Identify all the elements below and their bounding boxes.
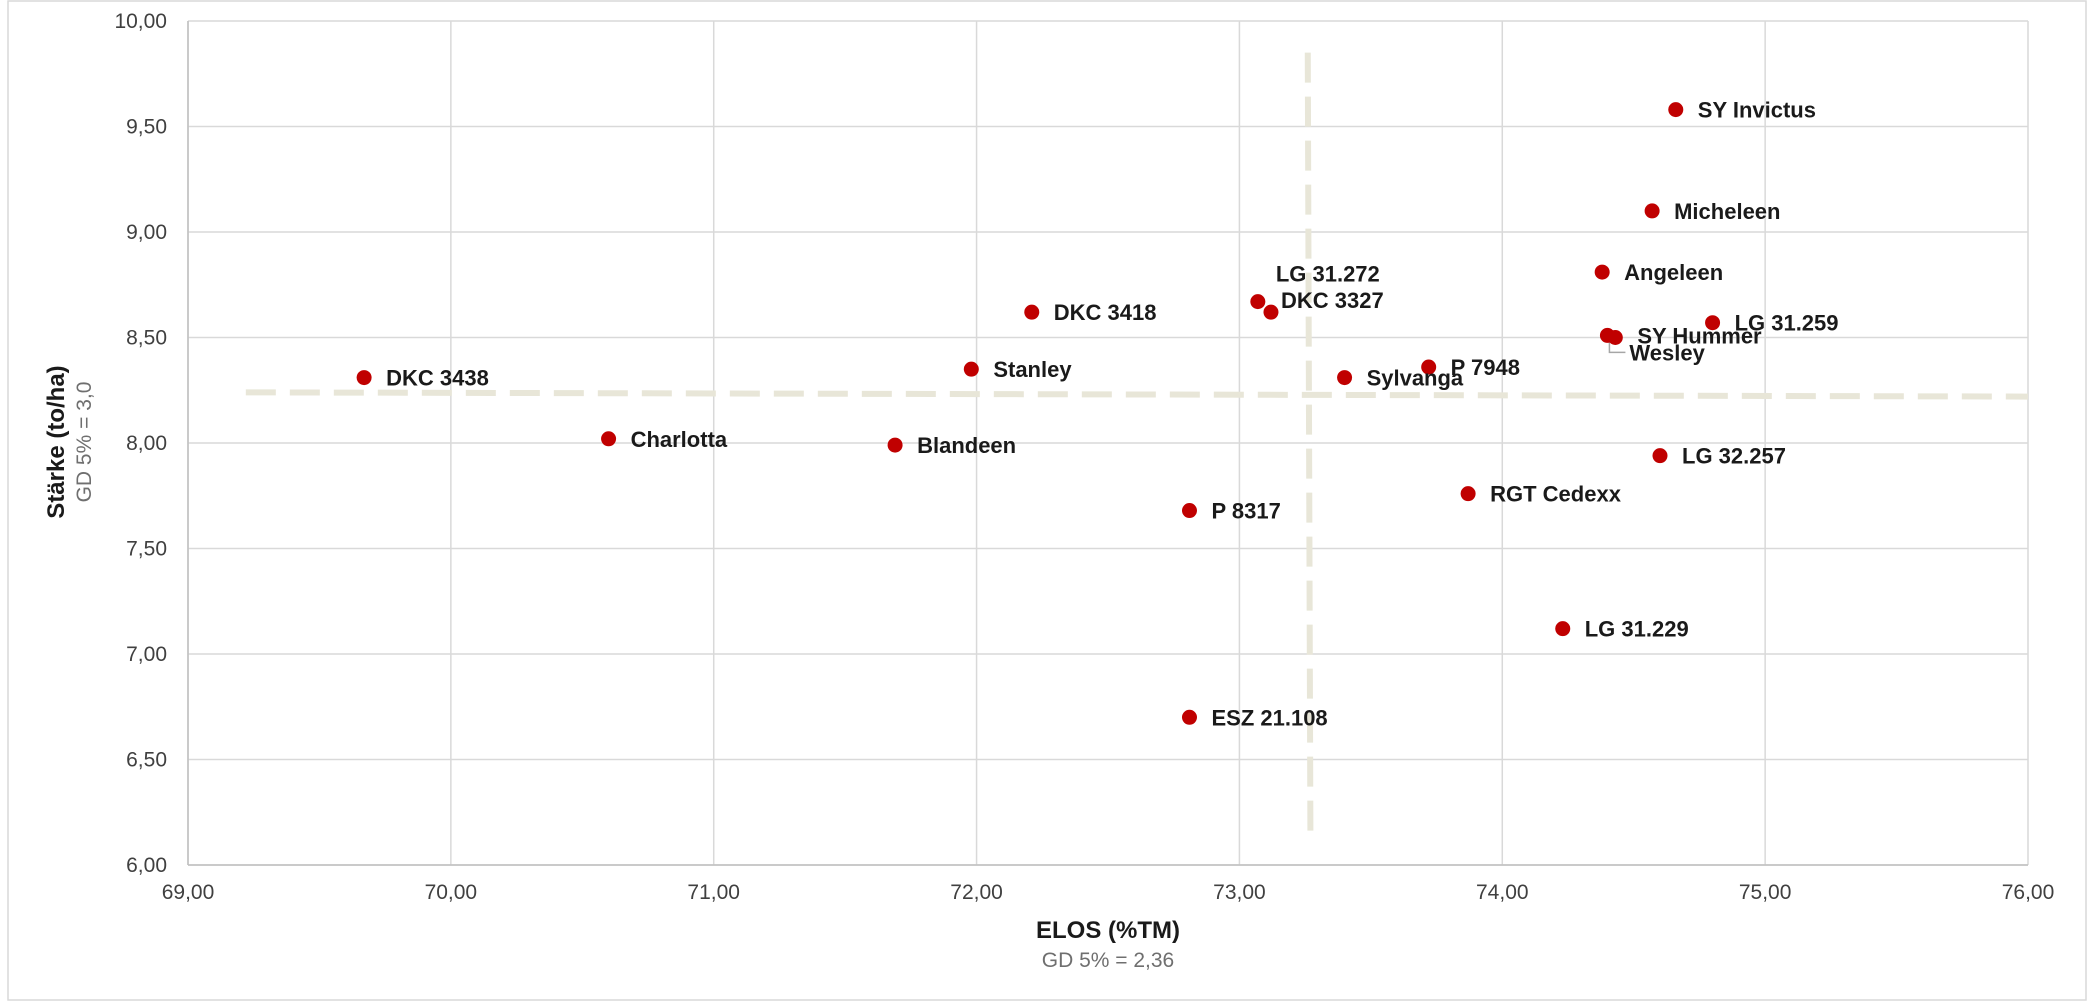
data-label-sylvanga: Sylvanga: [1367, 366, 1464, 391]
x-axis-subtitle: GD 5% = 2,36: [1042, 949, 1175, 972]
leader-line-wesley: [1608, 341, 1626, 354]
data-label-lg-31-272: LG 31.272: [1276, 262, 1380, 287]
data-point-wesley: [1599, 327, 1615, 343]
data-point-blandeen: [887, 437, 903, 453]
data-point-charlotta: [601, 431, 617, 447]
chart-border: [7, 0, 2087, 1001]
axes: 69,00 70,00 71,00 72,00 73,00 74,00 75,00 76,00…: [114, 10, 2054, 904]
data-point-sylvanga: [1337, 370, 1353, 386]
data-label-wesley: Wesley: [1629, 340, 1705, 365]
data-point-lg-31-259: [1705, 315, 1721, 331]
y-tick-label: 10,00: [114, 10, 167, 33]
data-point-lg-32-257: [1652, 448, 1668, 464]
data-label-lg-31-229: LG 31.229: [1585, 617, 1689, 642]
horizontal-reference-line: [245, 389, 2029, 400]
y-tick-label: 9,50: [126, 116, 167, 139]
x-tick-label: 70,00: [425, 881, 478, 904]
x-tick-label: 75,00: [1739, 881, 1792, 904]
x-tick-label: 71,00: [687, 881, 740, 904]
x-tick-label: 76,00: [2002, 881, 2055, 904]
x-tick-label: 74,00: [1476, 881, 1529, 904]
data-point-dkc-3327: [1263, 304, 1279, 320]
reference-lines: [245, 52, 2029, 834]
y-tick-label: 8,50: [126, 327, 167, 350]
data-label-blandeen: Blandeen: [917, 433, 1016, 458]
data-label-lg-32-257: LG 32.257: [1682, 444, 1786, 469]
data-point-rgt-cedexx: [1460, 486, 1476, 502]
y-tick-label: 8,00: [126, 432, 167, 455]
x-tick-label: 73,00: [1213, 881, 1266, 904]
data-label-sy-invictus: SY Invictus: [1698, 98, 1816, 123]
y-tick-label: 7,50: [126, 538, 167, 561]
y-tick-label: 6,50: [126, 749, 167, 772]
data-label-sy-hummer: SY Hummer: [1637, 324, 1762, 349]
data-label-esz-21-108: ESZ 21.108: [1211, 705, 1327, 730]
data-label-dkc-3438: DKC 3438: [386, 366, 489, 391]
data-point-stanley: [963, 361, 979, 377]
data-label-dkc-3418: DKC 3418: [1054, 300, 1157, 325]
data-labels: SY Invictus Micheleen Angeleen LG 31.259SY …: [386, 98, 1838, 731]
data-point-micheleen: [1644, 203, 1660, 219]
x-tick-label: 72,00: [950, 881, 1003, 904]
label-leaders: [1608, 341, 1626, 354]
data-label-p-7948: P 7948: [1451, 355, 1520, 380]
y-tick-label: 6,00: [126, 854, 167, 877]
data-label-micheleen: Micheleen: [1674, 199, 1780, 224]
data-point-dkc-3418: [1024, 304, 1040, 320]
data-points: [356, 102, 1721, 725]
data-label-charlotta: Charlotta: [631, 427, 728, 452]
data-point-dkc-3438: [356, 370, 372, 386]
x-tick-label: 69,00: [162, 881, 215, 904]
data-point-angeleen: [1594, 264, 1610, 280]
data-point-lg-31-229: [1555, 621, 1571, 637]
y-axis-subtitle: GD 5% = 3,0: [73, 382, 96, 503]
data-label-dkc-3327: DKC 3327: [1281, 288, 1384, 313]
data-label-lg-31-259: LG 31.259: [1735, 311, 1839, 336]
data-label-rgt-cedexx: RGT Cedexx: [1490, 482, 1622, 507]
x-axis-title: ELOS (%TM): [1036, 917, 1180, 944]
data-point-lg-31-272: [1250, 294, 1266, 310]
y-axis-title: Stärke (to/ha): [43, 365, 70, 518]
y-tick-label: 7,00: [126, 643, 167, 666]
data-label-angeleen: Angeleen: [1624, 260, 1723, 285]
gridlines: [187, 20, 2029, 866]
data-label-p-8317: P 8317: [1211, 499, 1280, 524]
data-point-p-8317: [1181, 503, 1197, 519]
data-point-esz-21-108: [1181, 709, 1197, 725]
data-label-stanley: Stanley: [993, 357, 1072, 382]
y-tick-label: 9,00: [126, 221, 167, 244]
data-point-p-7948: [1421, 359, 1437, 375]
data-point-sy-invictus: [1668, 102, 1684, 118]
